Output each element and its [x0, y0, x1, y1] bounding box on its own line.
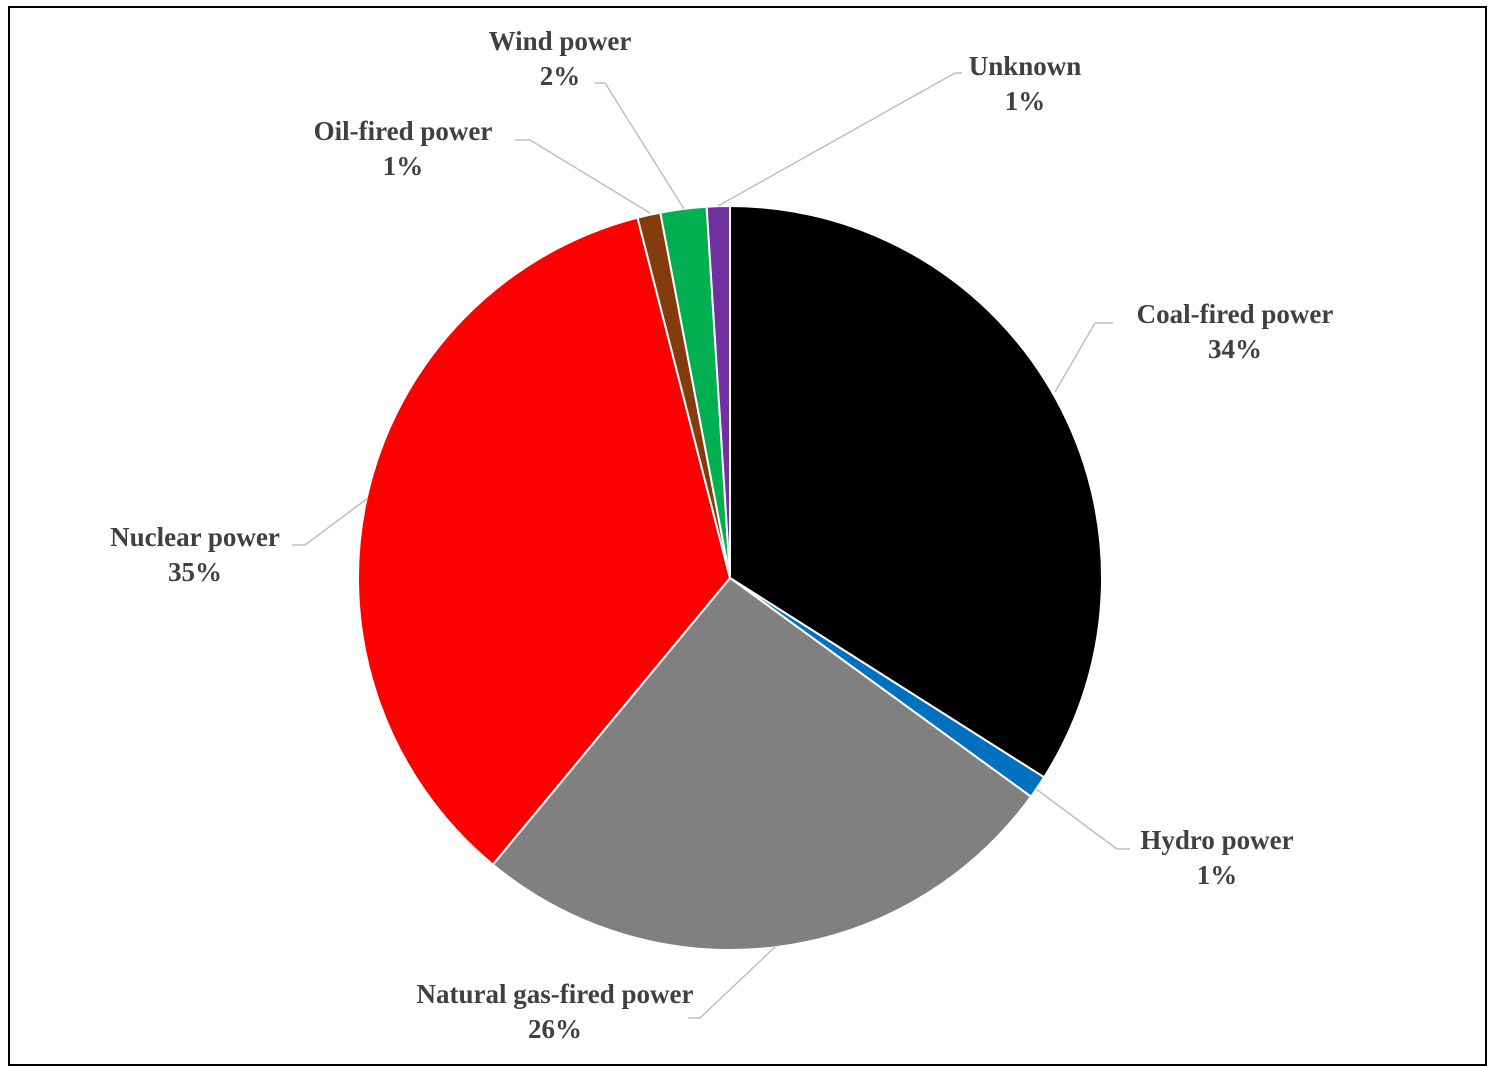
leader-line-wind-power	[595, 82, 685, 210]
label-name-wind-power: Wind power	[489, 26, 632, 56]
label-name-oil-fired-power: Oil-fired power	[314, 116, 493, 146]
label-value-nuclear-power: 35%	[168, 557, 222, 587]
slice-natural-gas-fired-power	[491, 576, 1033, 951]
label-name-coal-fired-power: Coal-fired power	[1137, 299, 1334, 329]
label-value-unknown: 1%	[1005, 86, 1046, 116]
label-name-nuclear-power: Nuclear power	[110, 522, 280, 552]
pie-slices	[357, 204, 1103, 951]
leader-line-unknown	[717, 72, 962, 207]
leader-line-oil-fired-power	[515, 139, 651, 214]
leader-line-nuclear-power	[292, 497, 369, 546]
label-value-wind-power: 2%	[540, 61, 581, 91]
slice-coal-fired-power	[729, 204, 1103, 779]
label-name-unknown: Unknown	[969, 51, 1082, 81]
label-value-coal-fired-power: 34%	[1208, 334, 1262, 364]
label-value-hydro-power: 1%	[1197, 860, 1238, 890]
leader-lines	[292, 72, 1130, 1019]
label-name-hydro-power: Hydro power	[1140, 825, 1293, 855]
data-labels: Coal-fired power 34% Hydro power 1% Natural …	[110, 26, 1333, 1044]
leader-line-coal-fired-power	[1054, 322, 1113, 393]
leader-line-natural-gas-fired-power	[688, 946, 776, 1019]
slice-nuclear-power	[357, 216, 732, 867]
label-value-natural-gas-fired-power: 26%	[528, 1014, 582, 1044]
leader-line-hydro-power	[1035, 788, 1130, 850]
label-value-oil-fired-power: 1%	[383, 151, 424, 181]
label-name-natural-gas-fired-power: Natural gas-fired power	[417, 979, 694, 1009]
